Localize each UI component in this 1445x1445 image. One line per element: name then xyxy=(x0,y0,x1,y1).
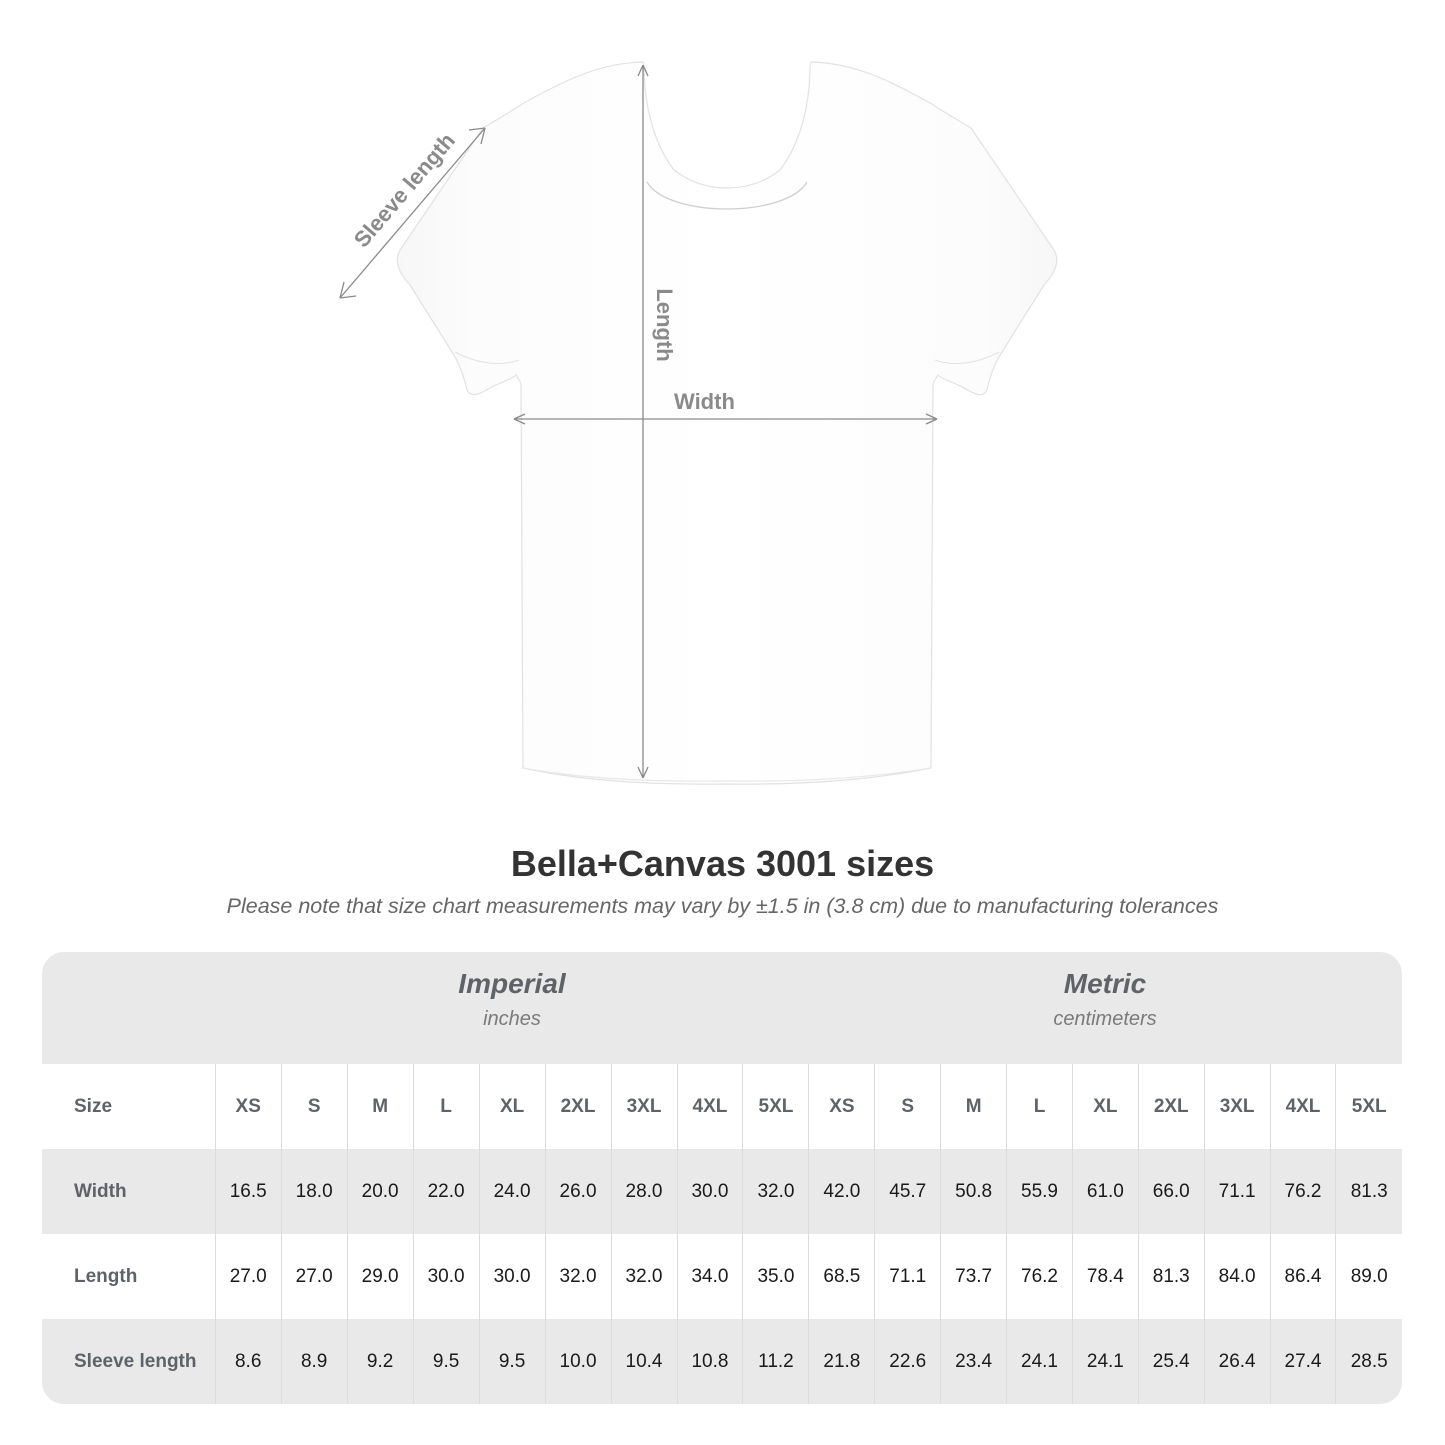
svg-text:Width: Width xyxy=(674,389,735,414)
svg-text:Length: Length xyxy=(652,288,677,361)
